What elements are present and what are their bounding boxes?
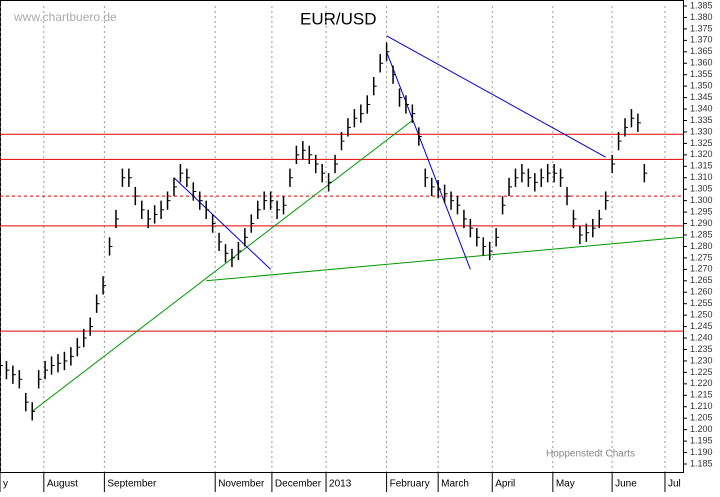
y-tick-label: 1.220 [690, 378, 713, 388]
y-tick-label: 1.305 [690, 184, 713, 194]
y-tick-label: 1.215 [690, 390, 713, 400]
credit-text: Hoppenstedt Charts [546, 449, 635, 460]
y-tick-label: 1.225 [690, 367, 713, 377]
x-tick-label: y [3, 479, 8, 490]
y-tick-label: 1.340 [690, 103, 713, 113]
x-tick-label: February [390, 479, 430, 490]
y-tick-label: 1.380 [690, 12, 713, 22]
y-tick-label: 1.325 [690, 138, 713, 148]
y-tick-label: 1.255 [690, 298, 713, 308]
y-tick-label: 1.300 [690, 195, 713, 205]
y-tick-label: 1.275 [690, 252, 713, 262]
y-tick-label: 1.290 [690, 218, 713, 228]
y-tick-label: 1.240 [690, 332, 713, 342]
trend-line [31, 120, 413, 412]
x-tick-label: November [218, 479, 265, 490]
x-tick-label: April [495, 479, 515, 490]
y-tick-label: 1.360 [690, 58, 713, 68]
y-tick-label: 1.230 [690, 355, 713, 365]
y-tick-label: 1.335 [690, 115, 713, 125]
x-tick-label: September [107, 479, 157, 490]
y-tick-label: 1.345 [690, 92, 713, 102]
y-tick-label: 1.315 [690, 161, 713, 171]
trend-line [386, 35, 606, 158]
y-tick-label: 1.320 [690, 149, 713, 159]
trend-line [206, 236, 684, 282]
x-tick-label: 2013 [329, 479, 352, 490]
y-tick-label: 1.350 [690, 81, 713, 91]
x-tick-label: June [615, 479, 637, 490]
y-tick-label: 1.285 [690, 229, 713, 239]
y-tick-label: 1.200 [690, 424, 713, 434]
x-tick-label: May [556, 479, 575, 490]
y-tick-label: 1.370 [690, 35, 713, 45]
trend-line [386, 51, 471, 270]
y-tick-label: 1.310 [690, 172, 713, 182]
x-tick-label: August [47, 479, 78, 490]
y-tick-label: 1.210 [690, 401, 713, 411]
chart-title: EUR/USD [300, 9, 377, 28]
y-tick-label: 1.205 [690, 413, 713, 423]
y-tick-label: 1.235 [690, 344, 713, 354]
y-tick-label: 1.190 [690, 447, 713, 457]
y-tick-label: 1.375 [690, 23, 713, 33]
plot-frame [0, 0, 684, 473]
y-tick-label: 1.330 [690, 126, 713, 136]
y-tick-label: 1.365 [690, 46, 713, 56]
y-tick-label: 1.195 [690, 435, 713, 445]
x-tick-label: December [275, 479, 322, 490]
y-tick-label: 1.260 [690, 287, 713, 297]
x-tick-label: Jul [668, 479, 681, 490]
y-tick-label: 1.385 [690, 0, 713, 10]
y-tick-label: 1.250 [690, 310, 713, 320]
x-tick-label: March [441, 479, 469, 490]
y-tick-label: 1.280 [690, 241, 713, 251]
y-tick-label: 1.185 [690, 458, 713, 468]
y-tick-label: 1.295 [690, 206, 713, 216]
source-text: www.chartbuero.de [13, 10, 117, 24]
y-tick-label: 1.270 [690, 264, 713, 274]
y-tick-label: 1.355 [690, 69, 713, 79]
y-tick-label: 1.245 [690, 321, 713, 331]
trend-line [173, 177, 271, 270]
y-tick-label: 1.265 [690, 275, 713, 285]
